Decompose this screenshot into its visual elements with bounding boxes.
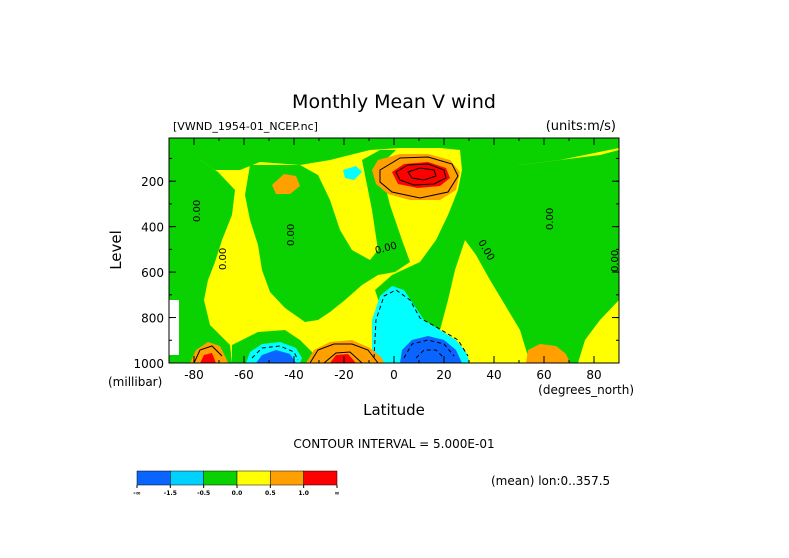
colorbar-label: -1.5 [164,490,177,497]
colorbar-label: 0.5 [265,490,276,497]
contour-lines [193,156,459,363]
zero-label-3: 0.00 [286,224,297,246]
x-tick-label: -60 [234,368,254,382]
field-orange-low-2 [306,340,384,363]
units-label: (units:m/s) [546,119,616,134]
field-blue-equator [400,336,462,363]
zero-label-1: 0.00 [192,200,203,222]
colorbar-swatch [203,470,238,486]
contour-lines-negative [251,289,469,361]
zero-label-7: 0.00 [610,250,621,272]
zero-label-6: 0.00 [545,208,556,230]
field-red-upper [392,162,450,188]
contour-low-left [193,345,223,363]
y-tick-label: 600 [141,266,164,280]
colorbar-swatch [236,470,271,486]
y-tick-label: 200 [141,175,164,189]
colorbar: -∞ -1.5 -0.5 0.0 0.5 1.0 ∞ [133,470,340,497]
x-axis-label: Latitude [363,401,425,419]
colorbar-label: ∞ [335,490,340,497]
contour-field [169,138,619,363]
contour-low-south-2 [323,351,363,363]
y-axis-label: Level [107,230,125,270]
x-tick-label: 80 [586,368,601,382]
colorbar-swatch [170,470,204,486]
x-tick-label: -80 [184,368,204,382]
x-tick-label: -40 [284,368,304,382]
field-red-low-2 [330,354,356,363]
x-tick-label: -20 [334,368,354,382]
colorbar-swatch [303,470,338,486]
contour-neg-equator-2 [403,339,455,359]
field-orange-low-3 [526,344,570,363]
contour-interval: CONTOUR INTERVAL = 5.000E-01 [293,437,494,451]
y-axis-units: (millibar) [108,375,162,389]
contour-neg-south [251,345,299,361]
field-cyan-upper [343,166,362,180]
y-tick-label: 800 [141,312,164,326]
x-axis: -80 -60 -40 -20 0 20 40 60 80 [168,138,620,382]
field-orange-left [272,174,300,194]
field-red-low-1 [200,353,216,363]
x-tick-label: 60 [536,368,551,382]
x-tick-label: 0 [390,368,398,382]
contour-neg-equator-1 [373,289,469,359]
contour-neg-equator-3 [415,349,445,359]
contour-max-3 [407,167,437,181]
colorbar-label: 1.0 [298,490,309,497]
colorbar-swatch [136,470,171,486]
chart-title: Monthly Mean V wind [292,91,496,113]
colorbar-label: -∞ [133,490,141,497]
x-tick-label: 40 [486,368,501,382]
field-missing-data [169,300,179,355]
y-axis: 200 400 600 800 1000 [133,157,619,371]
dataset-label: [VWND_1954-01_NCEP.nc] [173,120,318,133]
x-axis-units: (degrees_north) [538,383,634,397]
colorbar-label: -0.5 [197,490,210,497]
colorbar-label: 0.0 [232,490,243,497]
field-blue-south [256,350,296,363]
field-green-left [169,160,235,363]
mean-label: (mean) lon:0..357.5 [491,474,610,488]
contour-max-2 [395,163,447,186]
contour-low-south [309,343,379,363]
field-orange-low-1 [190,342,228,363]
zero-label-2: 0.00 [218,248,229,270]
colorbar-swatch [270,470,304,486]
x-tick-label: 20 [436,368,451,382]
y-tick-label: 1000 [133,357,164,371]
field-green-north [375,150,619,363]
y-tick-label: 400 [141,221,164,235]
contour-max-1 [379,156,459,199]
